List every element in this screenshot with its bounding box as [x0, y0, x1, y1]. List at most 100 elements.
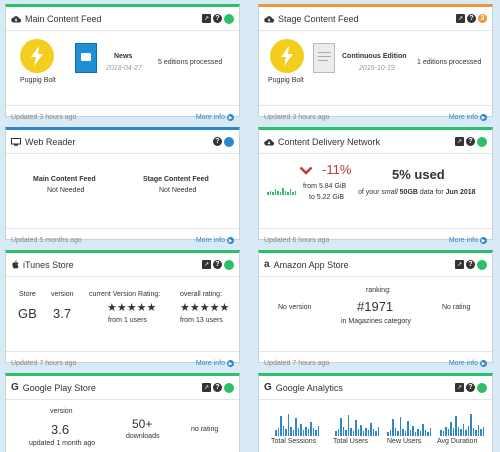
help-icon[interactable]: ? [466, 383, 475, 392]
bandwidth-to: to 5.22 GiB [309, 194, 345, 201]
sparkline-bar [290, 427, 292, 436]
bolt-icon [20, 39, 54, 73]
status-dot-icon [477, 382, 487, 393]
sparkline-bar [272, 192, 274, 195]
bandwidth-change: -11% [322, 162, 352, 177]
sparkline-bar [397, 431, 399, 436]
downloads-label: downloads [126, 433, 160, 440]
web-reader-card: Web Reader ? Main Content Feed Not Neede… [5, 127, 240, 244]
sparkline-bar [370, 423, 372, 436]
external-link-icon[interactable]: ↗ [456, 14, 465, 23]
overall-rating-users: from 13 users [180, 317, 223, 324]
status-dot-icon [477, 136, 487, 147]
sparkline-bar [407, 421, 409, 436]
sparkline-bar [269, 190, 271, 195]
help-icon[interactable]: ? [213, 137, 222, 146]
help-icon[interactable]: ? [467, 14, 476, 23]
sparkline-bar [355, 420, 357, 436]
sparkline-bar [282, 426, 284, 436]
external-link-icon[interactable]: ↗ [202, 260, 211, 269]
arrow-circle-right-icon: ▶ [480, 114, 487, 121]
sparkline-bar [387, 432, 389, 436]
updated-time: Updated 5 months ago [11, 237, 82, 244]
sparkline-bar [357, 429, 359, 436]
sparkline-bar [412, 426, 414, 436]
more-info-link[interactable]: More info ▶ [449, 114, 487, 121]
sparkline-bar [294, 190, 296, 195]
edition-cover-thumbnail[interactable] [75, 43, 97, 73]
help-icon[interactable]: ? [213, 383, 222, 392]
more-info-label: More info [448, 360, 478, 367]
store-label: Store [19, 291, 36, 298]
metric-label: Total Sessions [271, 438, 317, 445]
usage-percent: 5% used [392, 167, 445, 182]
card-title: Web Reader [25, 136, 76, 147]
external-link-icon[interactable]: ↗ [455, 260, 464, 269]
sparkline-bar [457, 427, 459, 436]
bandwidth-from: from 5.84 GiB [303, 183, 347, 190]
sparkline-bar [362, 431, 364, 436]
sparkline-bar [295, 418, 297, 436]
card-header: G Google Analytics ↗ ? [259, 376, 492, 400]
metric-label: New Users [387, 438, 422, 445]
star-icon: ★ [199, 302, 210, 314]
card-title: Stage Content Feed [278, 13, 359, 24]
sparkline-bar [310, 422, 312, 436]
sparkline-bar [467, 426, 469, 436]
external-link-icon[interactable]: ↗ [455, 383, 464, 392]
arrow-circle-right-icon: ▶ [227, 114, 234, 121]
sparkline-bar [442, 431, 444, 436]
edition-title: News [114, 53, 133, 60]
more-info-link[interactable]: More info ▶ [196, 237, 234, 244]
app-name: Pugpig Bolt [268, 77, 304, 84]
amazon-icon: a [264, 259, 270, 270]
sparkline-bar [287, 192, 289, 195]
sparkline-bar [315, 430, 317, 436]
help-icon[interactable]: ? [213, 14, 222, 23]
sparkline-bar [470, 414, 472, 436]
ranking-label: ranking: [366, 287, 391, 294]
sparkline-bar [417, 429, 419, 436]
help-icon[interactable]: ? [466, 137, 475, 146]
help-icon[interactable]: ? [213, 260, 222, 269]
app-name: Pugpig Bolt [20, 77, 56, 84]
metric-label: Avg Duration [437, 438, 478, 445]
amazon-app-store-card: a Amazon App Store ↗ ? No version rankin… [258, 250, 493, 367]
main-content-feed-card: Main Content Feed ↗ ? Pugpig Bolt News 2… [5, 4, 240, 121]
sparkline-bar [429, 428, 431, 436]
more-info-label: More info [195, 237, 225, 244]
edition-cover-thumbnail[interactable] [313, 43, 335, 73]
sparkline-bar [409, 430, 411, 436]
more-info-link[interactable]: More info ▶ [449, 237, 487, 244]
edition-date: 2015-10-19 [359, 65, 395, 72]
card-title: Amazon App Store [273, 259, 349, 270]
overall-rating-stars: ★★★★★ [180, 301, 229, 314]
sparkline-bar [447, 429, 449, 436]
google-icon: G [11, 382, 19, 393]
sparkline-bar [340, 418, 342, 436]
help-icon[interactable]: ? [466, 260, 475, 269]
cdn-card: Content Delivery Network ↗ ? -11% from 5… [258, 127, 493, 244]
sparkline-bar [475, 430, 477, 436]
external-link-icon[interactable]: ↗ [455, 137, 464, 146]
sparkline-bar [317, 426, 319, 436]
sparkline-bar [399, 417, 401, 436]
more-info-link[interactable]: More info ▶ [196, 114, 234, 121]
status-dot-icon [224, 13, 234, 24]
sparkline-bar [424, 430, 426, 436]
cloud-icon [11, 15, 21, 22]
sparkline-bar [284, 190, 286, 195]
version-value: 3.7 [53, 306, 72, 321]
external-link-icon[interactable]: ↗ [202, 14, 211, 23]
google-analytics-card: G Google Analytics ↗ ? Total Sessions To… [258, 373, 493, 452]
more-info-link[interactable]: More info ▶ [196, 360, 234, 367]
card-title: Main Content Feed [25, 13, 102, 24]
external-link-icon[interactable]: ↗ [202, 383, 211, 392]
more-info-link[interactable]: More info ▶ [449, 360, 487, 367]
star-icon: ★ [146, 302, 157, 314]
monitor-icon [11, 137, 21, 146]
sparkline-bar [445, 427, 447, 436]
star-icon: ★ [189, 302, 200, 314]
sparkline-bar [292, 192, 294, 195]
version-updated: updated 1 month ago [29, 440, 96, 447]
